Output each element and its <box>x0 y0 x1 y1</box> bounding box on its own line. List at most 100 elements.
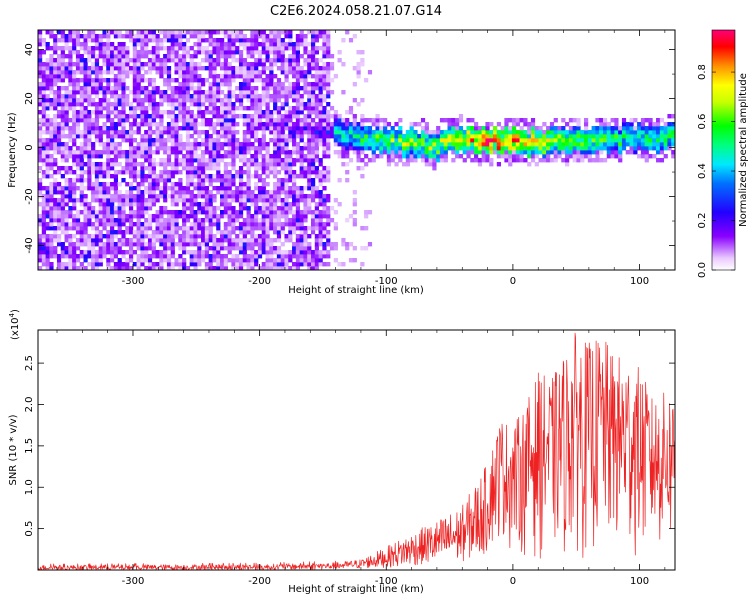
spectrogram-cell <box>273 130 278 135</box>
spectrogram-cell <box>352 34 357 39</box>
spectrogram-cell <box>201 90 206 95</box>
spectrogram-cell <box>405 162 410 167</box>
spectrogram-cell <box>246 130 251 135</box>
spectrogram-cell <box>288 62 293 67</box>
spectrogram-cell <box>652 142 657 147</box>
spectrogram-cell <box>318 198 323 203</box>
spectrogram-cell <box>299 238 304 243</box>
spectrogram-cell <box>64 194 69 199</box>
spectrogram-cell <box>523 118 528 123</box>
spectrogram-cell <box>117 58 122 63</box>
spectrogram-cell <box>49 222 54 227</box>
spectrogram-cell <box>235 246 240 251</box>
spectrogram-cell <box>75 230 81 235</box>
spectrogram-cell <box>220 114 225 119</box>
spectrogram-cell <box>201 166 206 171</box>
spectrogram-cell <box>489 162 494 167</box>
spectrogram-cell <box>113 54 119 59</box>
spectrogram-cell <box>182 154 187 159</box>
spectrogram-cell <box>295 54 301 59</box>
spectrogram-cell <box>242 158 247 163</box>
spectrogram-cell <box>174 122 179 127</box>
spectrogram-cell <box>318 214 323 219</box>
spectrogram-cell <box>106 174 111 179</box>
spectrogram-cell <box>98 198 103 203</box>
spectrogram-cell <box>201 222 206 227</box>
spectrogram-cell <box>49 30 54 35</box>
spectrogram-cell <box>261 214 266 219</box>
spectrogram-cell <box>227 226 232 231</box>
spectrogram-cell <box>204 98 210 103</box>
spectrogram-cell <box>94 166 100 171</box>
spectrogram-cell <box>288 94 293 99</box>
spectrogram-cell <box>102 170 107 175</box>
spectrogram-cell <box>530 118 536 123</box>
spectrogram-cell <box>621 146 627 151</box>
spectrogram-cell <box>170 134 175 139</box>
spectrogram-cell <box>276 178 282 183</box>
spectrogram-cell <box>60 62 65 67</box>
spectrogram-cell <box>204 190 210 195</box>
spectrogram-cell <box>178 242 183 247</box>
spectrogram-cell <box>390 146 395 151</box>
spectrogram-cell <box>174 190 179 195</box>
spectrogram-cell <box>129 90 134 95</box>
spectrogram-cell <box>295 86 301 91</box>
spectrogram-cell <box>273 210 278 215</box>
spectrogram-cell <box>64 262 69 267</box>
spectrogram-cell <box>113 254 119 259</box>
spectrogram-cell <box>140 238 145 243</box>
spectrogram-cell <box>102 54 107 59</box>
spectrogram-ylabel: Frequency (Hz) <box>7 112 18 188</box>
spectrogram-cell <box>420 154 426 159</box>
spectrogram-cell <box>519 146 524 151</box>
spectrogram-cell <box>572 158 577 163</box>
spectrogram-cell <box>132 58 137 63</box>
spectrogram-cell <box>265 218 270 223</box>
spectrogram-cell <box>110 194 115 199</box>
spectrogram-cell <box>41 186 46 191</box>
spectrogram-cell <box>189 102 194 107</box>
spectrogram-cell <box>318 182 323 187</box>
spectrogram-cell <box>257 150 263 155</box>
spectrogram-cell <box>79 134 84 139</box>
spectrogram-cell <box>534 134 539 139</box>
spectrogram-cell <box>242 206 247 211</box>
spectrogram-cell <box>87 30 92 35</box>
spectrogram-cell <box>629 142 634 147</box>
spectrogram-cell <box>322 82 327 87</box>
spectrogram-cell <box>75 118 81 123</box>
spectrogram-cell <box>204 210 210 215</box>
spectrogram-cell <box>584 146 589 151</box>
spectrogram-cell <box>136 218 141 223</box>
spectrogram-cell <box>250 254 255 259</box>
spectrogram-cell <box>246 86 251 91</box>
spectrogram-cell <box>185 194 191 199</box>
spectrogram-cell <box>45 126 50 131</box>
spectrogram-cell <box>140 174 145 179</box>
spectrogram-cell <box>170 106 175 111</box>
spectrogram-cell <box>314 50 319 55</box>
spectrogram-cell <box>462 138 467 143</box>
spectrogram-cell <box>147 38 153 43</box>
spectrogram-cell <box>163 98 168 103</box>
spectrogram-cell <box>246 90 251 95</box>
spectrogram-cell <box>185 266 191 270</box>
spectrogram-cell <box>637 122 642 127</box>
spectrogram-cell <box>174 38 179 43</box>
spectrogram-cell <box>231 158 236 163</box>
spectrogram-cell <box>276 218 282 223</box>
spectrogram-cell <box>261 250 266 255</box>
spectrogram-cell <box>49 254 54 259</box>
spectrogram-cell <box>110 254 115 259</box>
spectrogram-cell <box>242 234 247 239</box>
spectrogram-cell <box>223 174 228 179</box>
spectrogram-cell <box>140 102 145 107</box>
spectrogram-cell <box>193 218 198 223</box>
spectrogram-cell <box>136 94 141 99</box>
spectrogram-cell <box>292 110 297 115</box>
spectrogram-cell <box>254 74 259 79</box>
spectrogram-cell <box>341 118 346 123</box>
spectrogram-cell <box>447 146 452 151</box>
spectrogram-cell <box>584 130 589 135</box>
